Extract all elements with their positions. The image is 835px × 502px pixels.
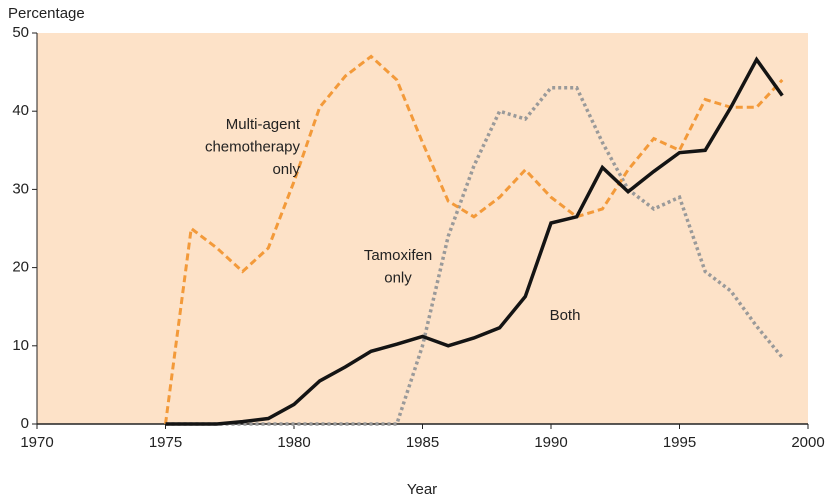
annotation: only xyxy=(384,269,412,286)
annotation: Tamoxifen xyxy=(364,247,432,264)
series-line xyxy=(164,54,784,425)
annotation: Both xyxy=(550,307,581,324)
series-line xyxy=(165,56,784,426)
x-tick-label: 1975 xyxy=(149,434,182,451)
y-tick-label: 30 xyxy=(12,180,29,197)
x-tick-label: 1985 xyxy=(406,434,439,451)
x-tick-label: 1980 xyxy=(277,434,310,451)
y-tick-label: 10 xyxy=(12,337,29,354)
annotation: chemotherapy xyxy=(205,138,301,155)
x-tick-label: 1995 xyxy=(663,434,696,451)
x-tick-label: 2000 xyxy=(791,434,824,451)
y-tick-label: 40 xyxy=(12,102,29,119)
x-tick-label: 1990 xyxy=(534,434,567,451)
annotation: only xyxy=(272,161,300,178)
x-axis-label: Year xyxy=(407,481,437,498)
y-axis-label: Percentage xyxy=(8,5,85,22)
plot-area xyxy=(37,33,808,424)
x-tick-label: 1970 xyxy=(20,434,53,451)
series-line xyxy=(165,85,784,426)
y-tick-label: 20 xyxy=(12,259,29,276)
y-tick-label: 0 xyxy=(21,415,29,432)
y-tick-label: 50 xyxy=(12,24,29,41)
annotation: Multi-agent xyxy=(226,116,301,133)
